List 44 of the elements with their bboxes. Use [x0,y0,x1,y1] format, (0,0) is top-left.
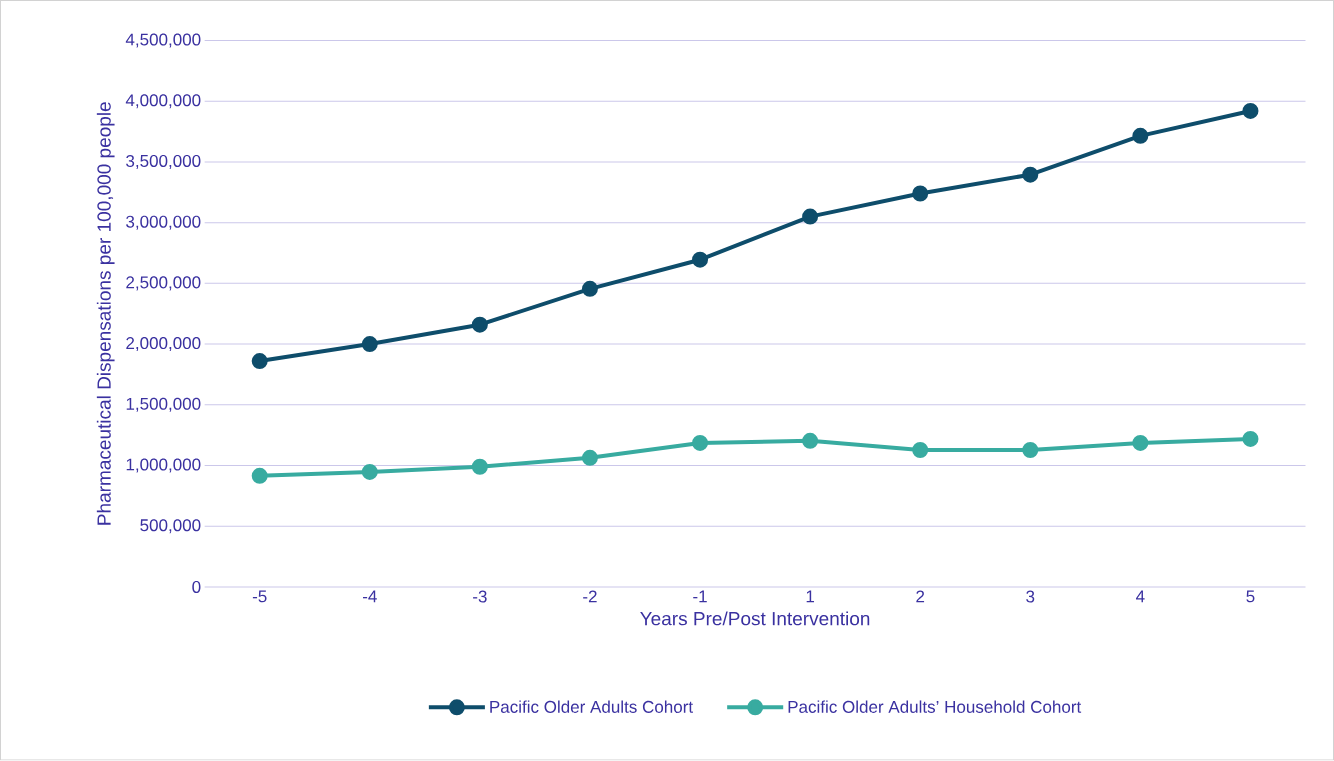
point [802,433,819,450]
point [692,435,709,452]
point [471,458,488,475]
y-tick-label: 4,500,000 [125,33,201,48]
y-tick-label: 2,000,000 [126,337,201,352]
point [912,442,929,459]
point [581,281,598,298]
y-tick-label: 2,500,000 [126,276,201,291]
y-tick-label: 500,000 [140,519,201,534]
x-tick-label: 2 [916,590,925,603]
point [471,316,488,333]
y-tick-label: 4,000,000 [125,94,201,109]
y-tick-label: 3,500,000 [126,155,201,170]
legend-label: Pacific Older Adults’ Household Cohort [788,700,1082,714]
x-tick-label: -1 [693,590,707,603]
y-tick-label: 1,500,000 [126,397,201,413]
x-tick-label: 4 [1136,590,1145,603]
point [1242,103,1259,120]
x-tick-label: -2 [583,590,597,603]
x-axis-title: Years Pre/Post Intervention [640,611,870,626]
point [1132,128,1149,145]
legend-label: Pacific Older Adults Cohort [490,700,693,714]
y-tick-label: 1,000,000 [126,458,201,473]
point [1132,435,1149,452]
point [1022,166,1039,183]
point [692,251,709,268]
x-tick-label: -3 [473,590,487,603]
point [361,464,378,481]
x-tick-label: 1 [806,590,815,603]
y-axis-title: Pharmaceutical Dispensations per 100,000 people [96,102,115,525]
x-tick-label: 5 [1246,590,1255,603]
point [581,450,598,467]
y-tick-label: 3,000,000 [126,215,201,230]
point [251,353,268,370]
point [802,208,819,225]
x-tick-label: -5 [252,590,267,603]
point [1022,442,1039,459]
point [912,185,929,202]
x-tick-label: 3 [1026,590,1035,603]
y-tick-label: 0 [192,581,201,594]
point [1242,431,1259,448]
x-tick-label: -4 [362,590,377,603]
point [361,336,378,353]
point [251,468,268,485]
